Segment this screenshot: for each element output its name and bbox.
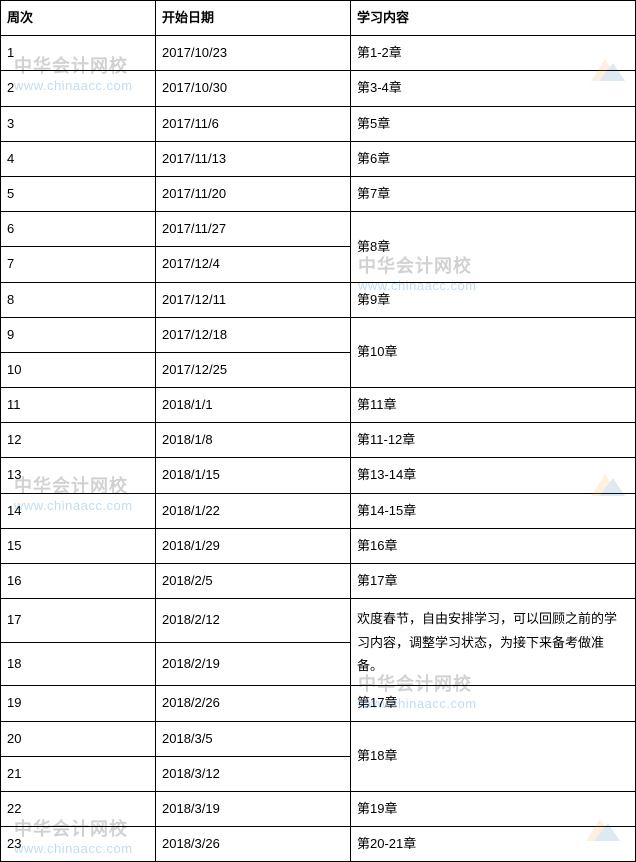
cell-content: 第20-21章 bbox=[351, 827, 636, 862]
cell-week: 20 bbox=[1, 721, 156, 756]
study-plan-wrap: 周次 开始日期 学习内容 12017/10/23第1-2章22017/10/30… bbox=[0, 0, 636, 862]
col-header-content: 学习内容 bbox=[351, 1, 636, 36]
cell-content: 第19章 bbox=[351, 791, 636, 826]
table-row: 152018/1/29第16章 bbox=[1, 528, 636, 563]
table-row: 232018/3/26第20-21章 bbox=[1, 827, 636, 862]
header-row: 周次 开始日期 学习内容 bbox=[1, 1, 636, 36]
cell-week: 8 bbox=[1, 282, 156, 317]
study-plan-table: 周次 开始日期 学习内容 12017/10/23第1-2章22017/10/30… bbox=[0, 0, 636, 862]
col-header-week: 周次 bbox=[1, 1, 156, 36]
cell-date: 2018/2/5 bbox=[156, 564, 351, 599]
cell-week: 17 bbox=[1, 599, 156, 643]
table-row: 22017/10/30第3-4章 bbox=[1, 71, 636, 106]
cell-week: 23 bbox=[1, 827, 156, 862]
cell-date: 2018/2/12 bbox=[156, 599, 351, 643]
cell-week: 21 bbox=[1, 756, 156, 791]
cell-week: 6 bbox=[1, 212, 156, 247]
cell-week: 18 bbox=[1, 642, 156, 686]
cell-content: 第14-15章 bbox=[351, 493, 636, 528]
cell-content: 欢度春节，自由安排学习，可以回顾之前的学习内容，调整学习状态，为接下来备考做准备… bbox=[351, 599, 636, 686]
table-row: 12017/10/23第1-2章 bbox=[1, 36, 636, 71]
cell-date: 2018/1/29 bbox=[156, 528, 351, 563]
cell-date: 2018/2/19 bbox=[156, 642, 351, 686]
cell-date: 2018/3/19 bbox=[156, 791, 351, 826]
cell-date: 2018/1/15 bbox=[156, 458, 351, 493]
table-row: 222018/3/19第19章 bbox=[1, 791, 636, 826]
table-row: 202018/3/5第18章 bbox=[1, 721, 636, 756]
cell-date: 2017/12/4 bbox=[156, 247, 351, 282]
cell-week: 19 bbox=[1, 686, 156, 721]
cell-date: 2018/1/22 bbox=[156, 493, 351, 528]
cell-date: 2018/2/26 bbox=[156, 686, 351, 721]
table-row: 172018/2/12欢度春节，自由安排学习，可以回顾之前的学习内容，调整学习状… bbox=[1, 599, 636, 643]
col-header-date: 开始日期 bbox=[156, 1, 351, 36]
cell-content: 第6章 bbox=[351, 141, 636, 176]
table-row: 82017/12/11第9章 bbox=[1, 282, 636, 317]
cell-content: 第8章 bbox=[351, 212, 636, 282]
table-row: 192018/2/26第17章 bbox=[1, 686, 636, 721]
cell-content: 第16章 bbox=[351, 528, 636, 563]
cell-content: 第11-12章 bbox=[351, 423, 636, 458]
cell-date: 2017/10/23 bbox=[156, 36, 351, 71]
cell-week: 2 bbox=[1, 71, 156, 106]
cell-week: 10 bbox=[1, 352, 156, 387]
cell-week: 5 bbox=[1, 176, 156, 211]
cell-content: 第9章 bbox=[351, 282, 636, 317]
cell-week: 13 bbox=[1, 458, 156, 493]
cell-date: 2017/12/25 bbox=[156, 352, 351, 387]
table-row: 52017/11/20第7章 bbox=[1, 176, 636, 211]
cell-date: 2018/3/12 bbox=[156, 756, 351, 791]
cell-content: 第1-2章 bbox=[351, 36, 636, 71]
cell-date: 2017/12/18 bbox=[156, 317, 351, 352]
cell-date: 2017/10/30 bbox=[156, 71, 351, 106]
cell-date: 2018/1/1 bbox=[156, 388, 351, 423]
cell-content: 第7章 bbox=[351, 176, 636, 211]
table-row: 162018/2/5第17章 bbox=[1, 564, 636, 599]
cell-date: 2017/11/6 bbox=[156, 106, 351, 141]
cell-content: 第11章 bbox=[351, 388, 636, 423]
cell-content: 第5章 bbox=[351, 106, 636, 141]
cell-week: 7 bbox=[1, 247, 156, 282]
cell-content: 第13-14章 bbox=[351, 458, 636, 493]
table-row: 42017/11/13第6章 bbox=[1, 141, 636, 176]
cell-content: 第3-4章 bbox=[351, 71, 636, 106]
cell-date: 2017/12/11 bbox=[156, 282, 351, 317]
table-row: 62017/11/27第8章 bbox=[1, 212, 636, 247]
cell-content: 第17章 bbox=[351, 686, 636, 721]
cell-week: 4 bbox=[1, 141, 156, 176]
table-row: 132018/1/15第13-14章 bbox=[1, 458, 636, 493]
cell-date: 2018/3/5 bbox=[156, 721, 351, 756]
table-row: 112018/1/1第11章 bbox=[1, 388, 636, 423]
cell-week: 3 bbox=[1, 106, 156, 141]
cell-week: 1 bbox=[1, 36, 156, 71]
cell-date: 2017/11/13 bbox=[156, 141, 351, 176]
cell-content: 第17章 bbox=[351, 564, 636, 599]
cell-content: 第18章 bbox=[351, 721, 636, 791]
table-row: 142018/1/22第14-15章 bbox=[1, 493, 636, 528]
cell-week: 12 bbox=[1, 423, 156, 458]
table-row: 122018/1/8第11-12章 bbox=[1, 423, 636, 458]
cell-week: 14 bbox=[1, 493, 156, 528]
cell-week: 9 bbox=[1, 317, 156, 352]
cell-week: 16 bbox=[1, 564, 156, 599]
table-row: 32017/11/6第5章 bbox=[1, 106, 636, 141]
cell-date: 2018/3/26 bbox=[156, 827, 351, 862]
table-row: 92017/12/18第10章 bbox=[1, 317, 636, 352]
cell-content: 第10章 bbox=[351, 317, 636, 387]
cell-week: 22 bbox=[1, 791, 156, 826]
cell-date: 2017/11/27 bbox=[156, 212, 351, 247]
cell-date: 2017/11/20 bbox=[156, 176, 351, 211]
cell-date: 2018/1/8 bbox=[156, 423, 351, 458]
cell-week: 11 bbox=[1, 388, 156, 423]
cell-week: 15 bbox=[1, 528, 156, 563]
